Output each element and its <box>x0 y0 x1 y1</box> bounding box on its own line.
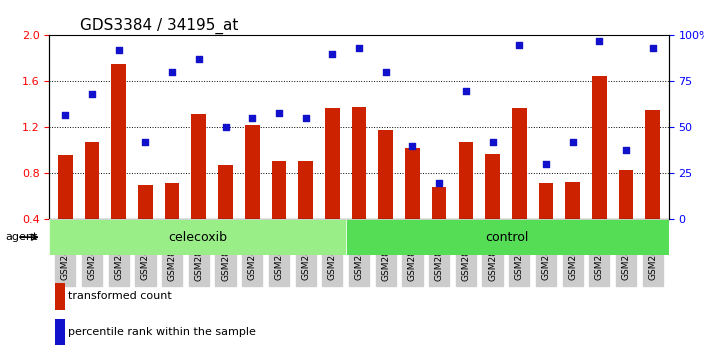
Point <box>407 143 418 149</box>
Bar <box>432 187 446 266</box>
Point <box>140 139 151 145</box>
Bar <box>379 130 393 266</box>
Point <box>487 139 498 145</box>
Bar <box>405 148 420 266</box>
Point <box>541 161 552 167</box>
Bar <box>352 107 366 266</box>
Point <box>60 112 71 118</box>
Bar <box>619 170 634 266</box>
Bar <box>58 155 73 266</box>
Text: transformed count: transformed count <box>68 291 172 302</box>
Bar <box>56 283 65 310</box>
Point <box>87 91 98 97</box>
Point <box>647 45 658 51</box>
Bar <box>512 108 527 266</box>
Point <box>220 125 231 130</box>
Point <box>353 45 365 51</box>
Bar <box>458 142 473 266</box>
Bar <box>325 108 340 266</box>
Bar <box>298 161 313 266</box>
Text: celecoxib: celecoxib <box>168 231 227 244</box>
Point <box>273 110 284 115</box>
Bar <box>245 125 260 266</box>
Bar <box>646 110 660 266</box>
Point <box>246 115 258 121</box>
Bar <box>165 183 180 266</box>
Bar <box>272 161 287 266</box>
Bar <box>138 185 153 266</box>
Point <box>567 139 578 145</box>
Point <box>300 115 311 121</box>
Text: agent: agent <box>5 232 37 242</box>
Bar <box>218 165 233 266</box>
Text: control: control <box>486 231 529 244</box>
Point <box>380 69 391 75</box>
Bar <box>191 114 206 266</box>
Bar <box>84 142 99 266</box>
Point <box>460 88 472 93</box>
Bar <box>485 154 500 266</box>
Bar <box>539 183 553 266</box>
Text: percentile rank within the sample: percentile rank within the sample <box>68 327 256 337</box>
Point <box>620 147 631 152</box>
Point <box>514 42 525 47</box>
FancyBboxPatch shape <box>49 219 346 255</box>
Point <box>113 47 125 53</box>
Bar <box>592 76 607 266</box>
Bar <box>565 182 580 266</box>
Bar <box>56 319 65 345</box>
Bar <box>111 64 126 266</box>
FancyBboxPatch shape <box>346 219 669 255</box>
Point <box>434 180 445 185</box>
Point <box>193 57 204 62</box>
Point <box>593 38 605 44</box>
Point <box>327 51 338 57</box>
Point <box>166 69 177 75</box>
Text: GDS3384 / 34195_at: GDS3384 / 34195_at <box>80 18 239 34</box>
